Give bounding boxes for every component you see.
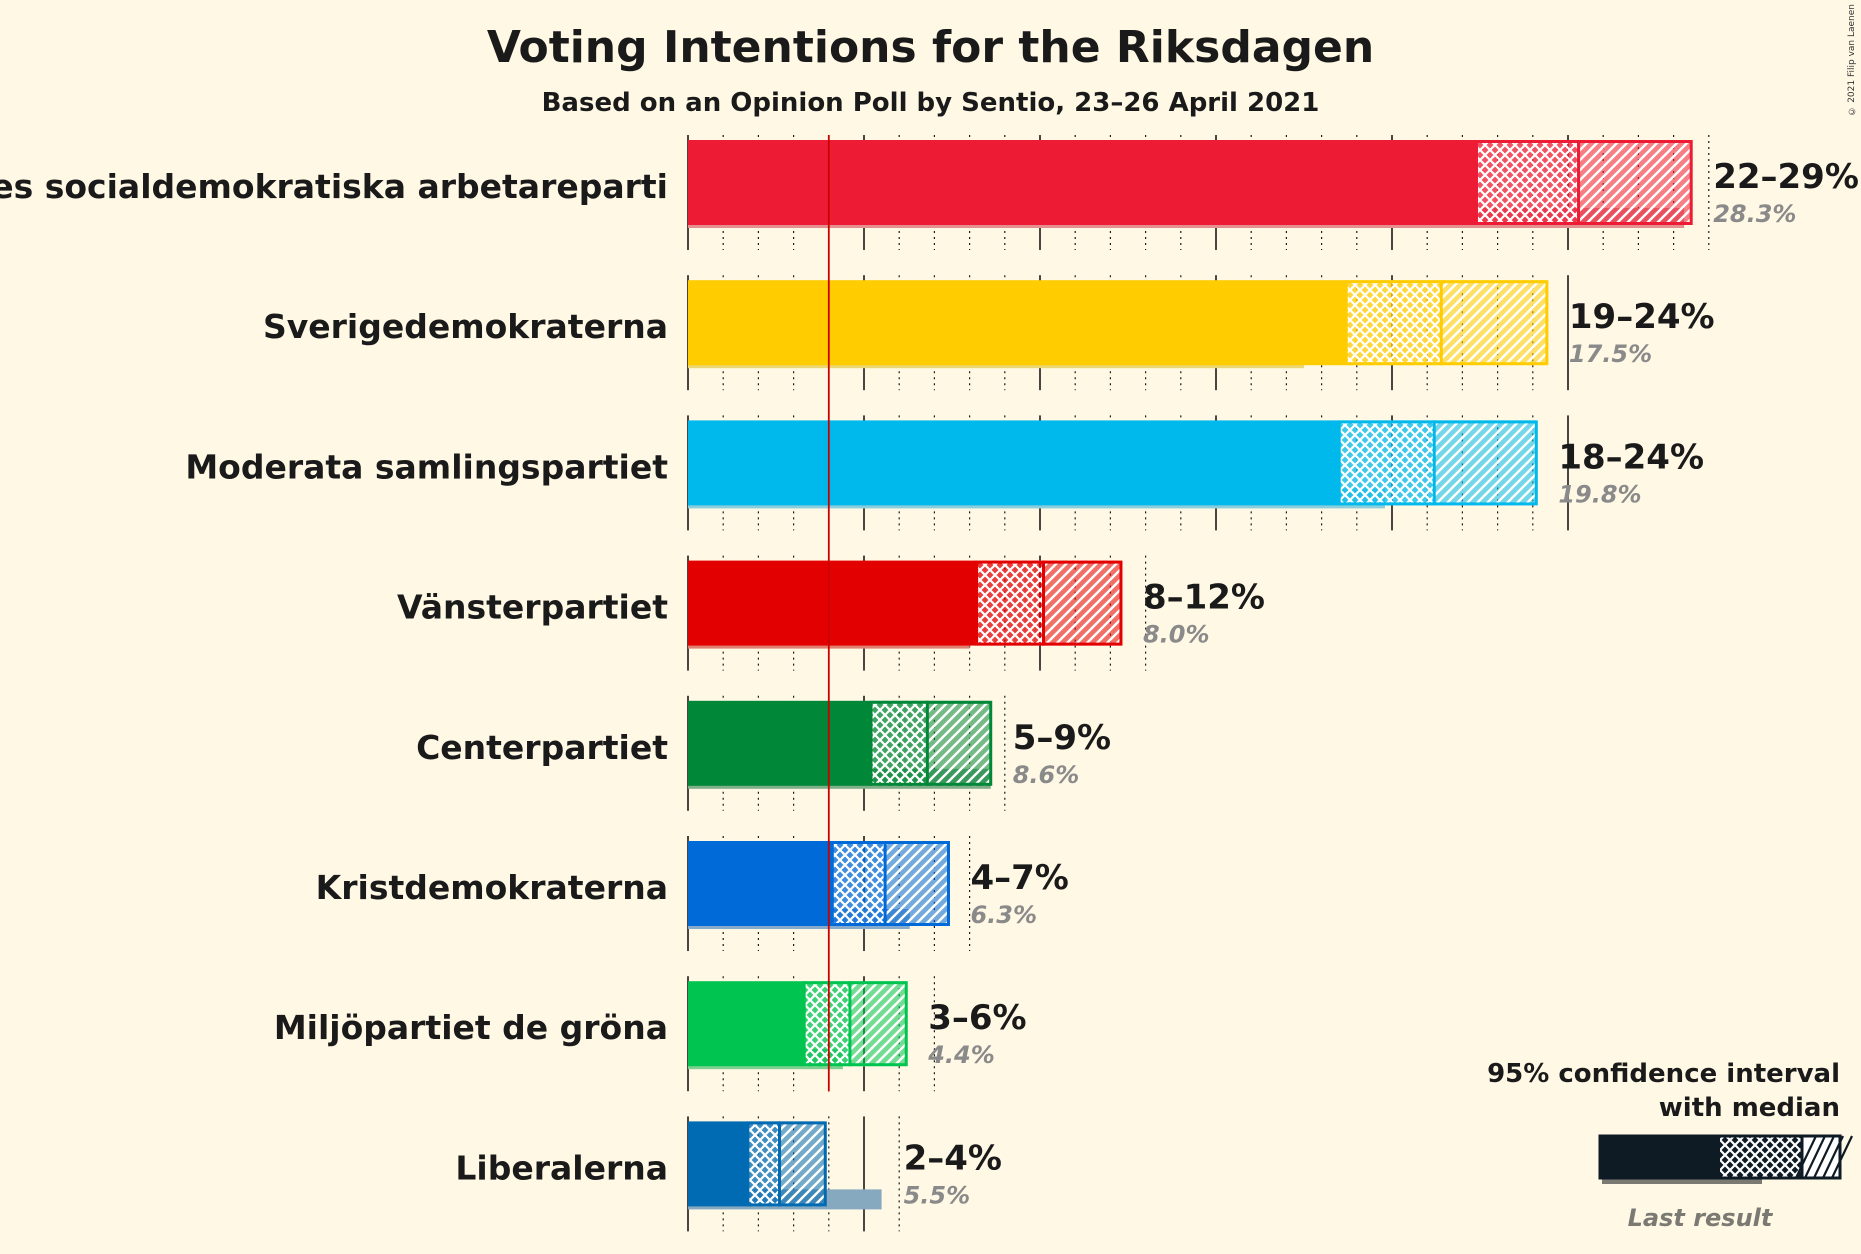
last-result-label: 5.5% (904, 1181, 971, 1209)
ci-upper-hatch (885, 841, 949, 926)
ci-lower-hatch (1476, 140, 1579, 225)
ci-solid-bar (688, 140, 1477, 225)
party-label: Kristdemokraterna (316, 868, 668, 907)
range-label: 2–4% (904, 1138, 1002, 1178)
ci-lower-hatch (804, 981, 850, 1067)
legend-title-line2: with median (1659, 1093, 1840, 1123)
last-result-label: 17.5% (1569, 340, 1652, 368)
ci-outline (869, 700, 993, 786)
legend-last-result-label: Last result (1628, 1204, 1774, 1232)
legend-title-line1: 95% confidence interval (1487, 1059, 1840, 1089)
ci-outline (1337, 420, 1538, 506)
party-label: Centerpartiet (416, 728, 668, 767)
legend-diaghatch-stroke (1813, 1135, 1835, 1179)
ci-solid-bar (688, 981, 805, 1067)
party-label: Moderata samlingspartiet (185, 447, 668, 486)
range-label: 18–24% (1558, 437, 1704, 477)
range-label: 5–9% (1013, 718, 1111, 758)
chart-subtitle: Based on an Opinion Poll by Sentio, 23–2… (541, 88, 1320, 118)
range-label: 4–7% (970, 858, 1068, 898)
ci-solid-bar (688, 420, 1340, 506)
ci-lower-hatch (1346, 280, 1442, 366)
ci-upper-hatch (849, 981, 907, 1067)
ci-solid-bar (688, 560, 977, 646)
ci-upper-hatch (1434, 420, 1537, 506)
last-result-label: 28.3% (1713, 200, 1796, 228)
ci-lower-hatch (976, 560, 1044, 646)
legend-crosshatch-swatch (1720, 1136, 1802, 1178)
legend-diaghatch-stroke (1831, 1135, 1853, 1179)
party-label: Liberalerna (455, 1148, 668, 1187)
range-label: 8–12% (1143, 578, 1265, 618)
legend-diaghatch-stroke (1795, 1135, 1817, 1179)
ci-upper-hatch (1043, 560, 1121, 646)
ci-outline (1344, 280, 1549, 366)
legend-solid-swatch (1600, 1136, 1720, 1178)
ci-solid-bar (688, 1121, 748, 1207)
ci-outline (975, 560, 1123, 646)
chart-title: Voting Intentions for the Riksdagen (486, 22, 1375, 73)
last-result-label: 8.0% (1143, 621, 1210, 649)
ci-lower-hatch (747, 1121, 780, 1207)
ci-solid-bar (688, 841, 833, 926)
last-result-label: 6.3% (970, 901, 1037, 929)
party-label: Sveriges socialdemokratiska arbetarepart… (0, 167, 668, 206)
ci-solid-bar (688, 280, 1347, 366)
ci-outline (830, 841, 950, 926)
ci-outline (1474, 140, 1693, 225)
ci-lower-hatch (871, 700, 928, 786)
range-label: 3–6% (928, 998, 1026, 1038)
last-result-label: 4.4% (927, 1041, 995, 1069)
ci-outline (746, 1121, 827, 1207)
last-result-label: 19.8% (1558, 480, 1641, 508)
last-result-label: 8.6% (1013, 761, 1080, 789)
ci-upper-hatch (779, 1121, 826, 1207)
party-label: Vänsterpartiet (397, 588, 668, 627)
ci-upper-hatch (1441, 280, 1547, 366)
range-label: 19–24% (1569, 297, 1715, 337)
ci-upper-hatch (927, 700, 991, 786)
party-label: Miljöpartiet de gröna (274, 1008, 668, 1047)
ci-upper-hatch (1578, 140, 1692, 225)
legend-diaghatch-stroke (1804, 1135, 1826, 1179)
ci-solid-bar (688, 700, 872, 786)
party-label: Sverigedemokraterna (263, 307, 668, 346)
ci-lower-hatch (1339, 420, 1435, 506)
range-label: 22–29% (1713, 157, 1859, 197)
legend-outline (1598, 1134, 1842, 1180)
ci-lower-hatch (832, 841, 886, 926)
ci-outline (802, 981, 908, 1067)
